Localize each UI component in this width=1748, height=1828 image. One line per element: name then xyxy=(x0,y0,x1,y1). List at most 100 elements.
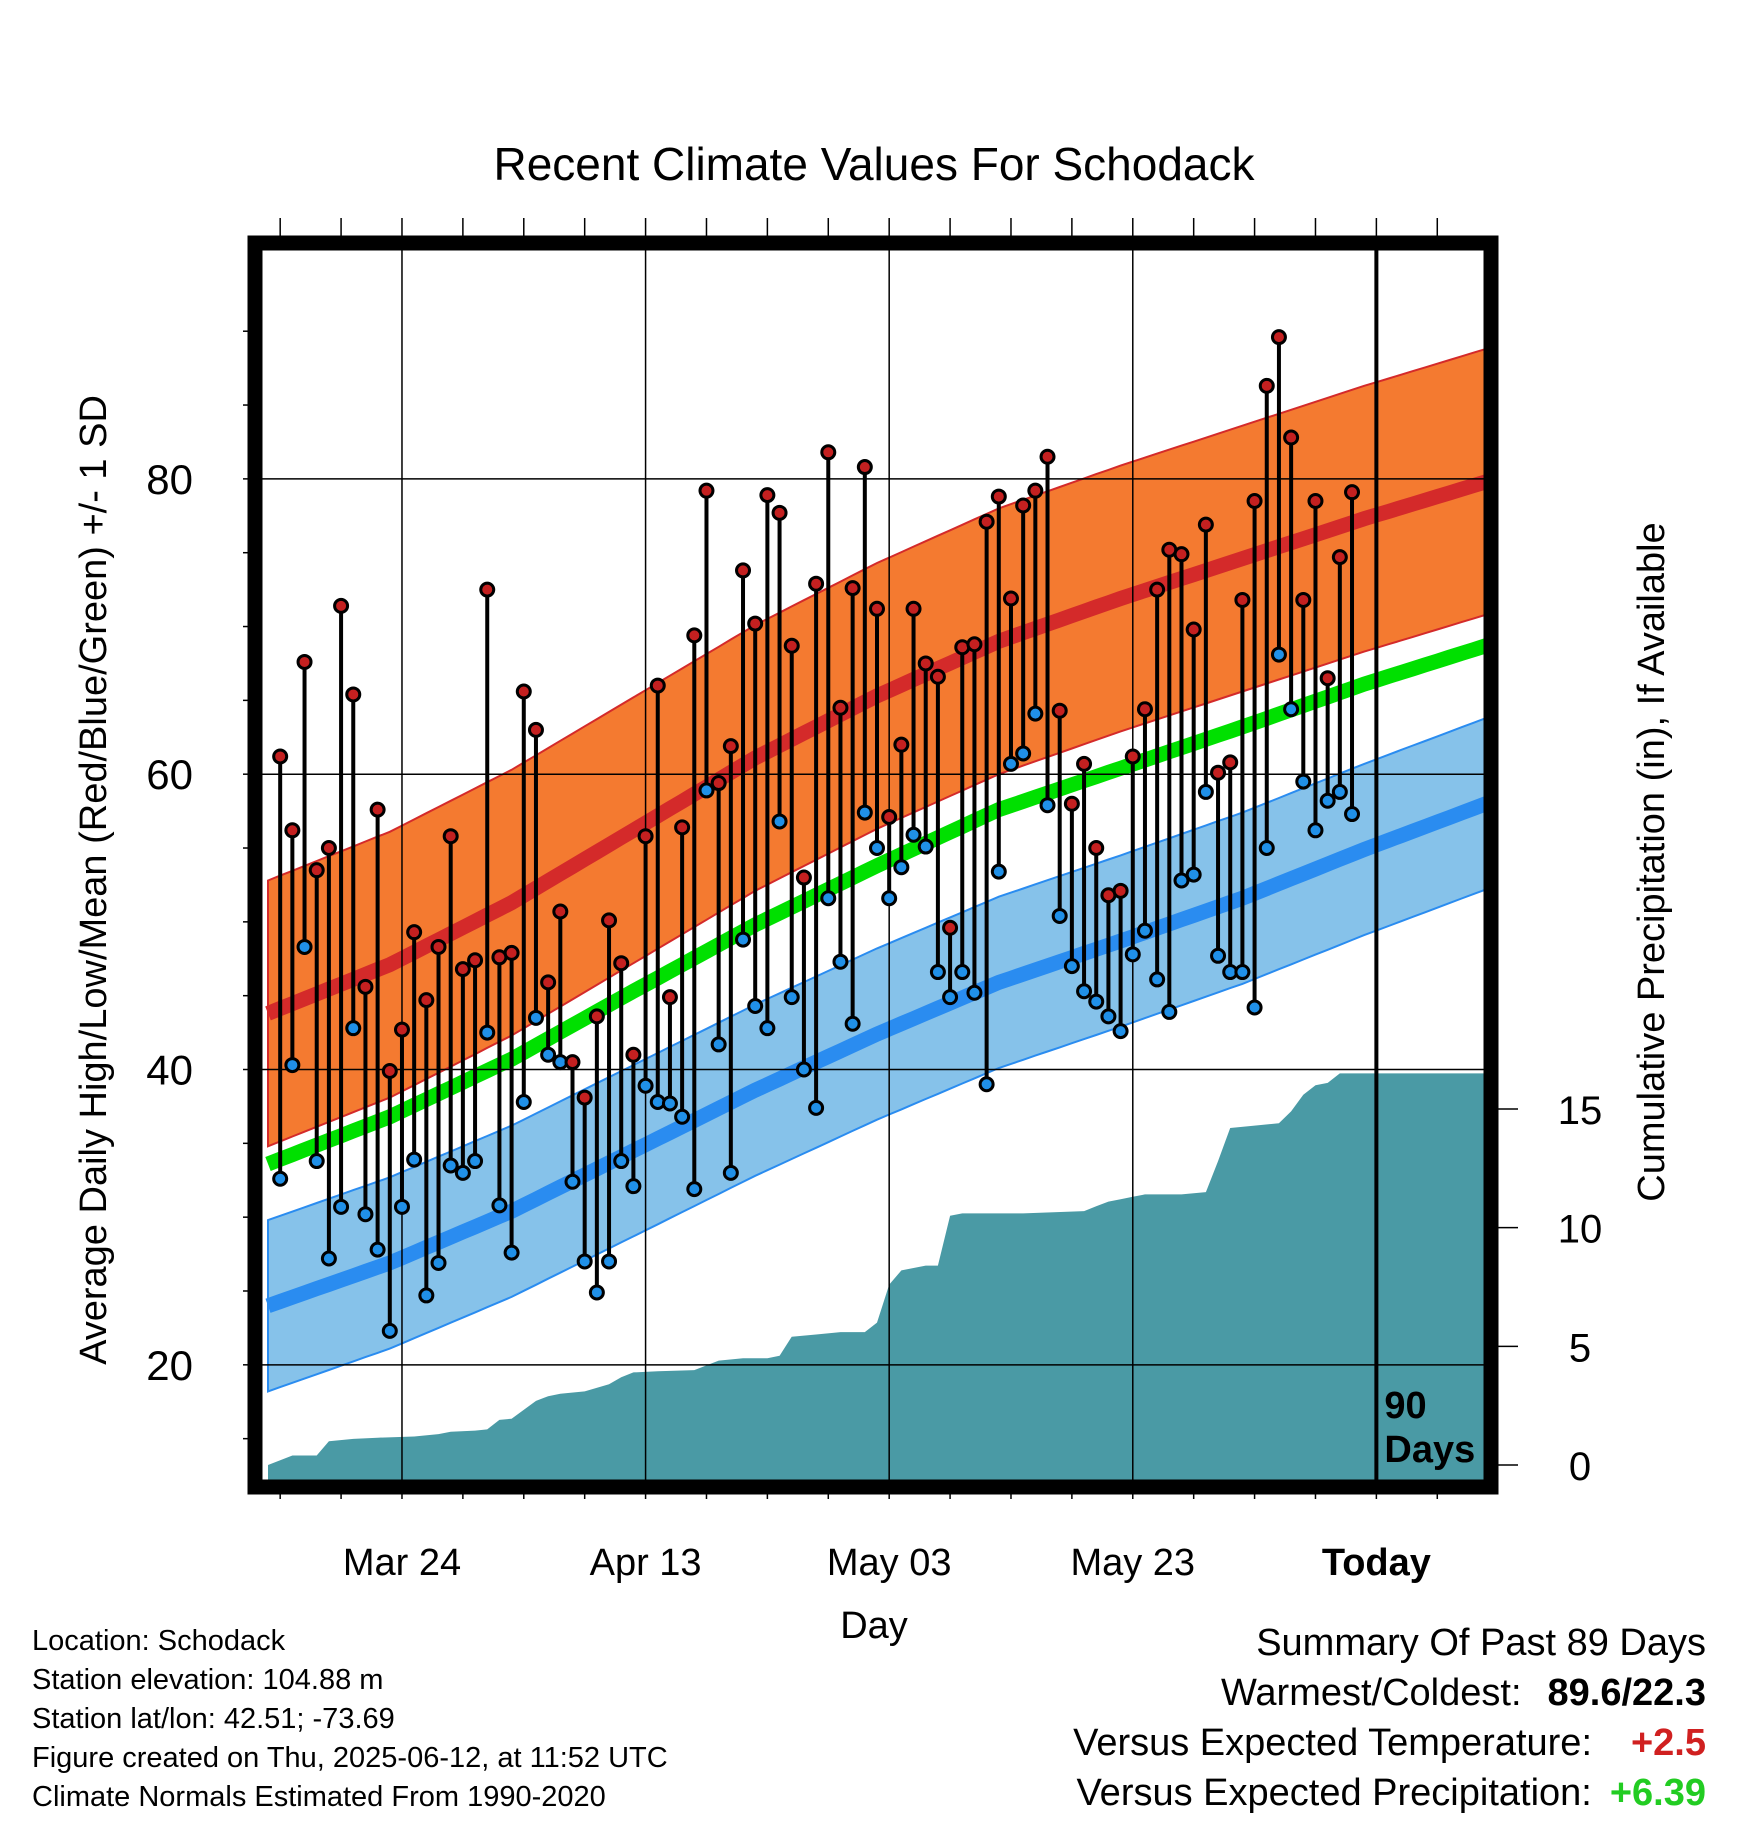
daily-high-point xyxy=(430,938,447,955)
precip-area xyxy=(268,1073,1484,1480)
daily-high-point xyxy=(406,924,423,941)
daily-low-point xyxy=(1258,840,1275,857)
temp-anomaly-row: Versus Expected Temperature: +2.5 xyxy=(1073,1718,1706,1768)
daily-low-point xyxy=(1234,964,1251,981)
daily-high-point xyxy=(333,597,350,614)
daily-low-point xyxy=(1136,922,1153,939)
daily-low-point xyxy=(674,1108,691,1125)
daily-high-point xyxy=(722,738,739,755)
daily-high-point xyxy=(601,912,618,929)
y2-tick-label: 15 xyxy=(1558,1089,1603,1133)
daily-high-point xyxy=(698,482,715,499)
daily-high-point xyxy=(454,961,471,978)
daily-low-point xyxy=(333,1198,350,1215)
daily-low-point xyxy=(454,1164,471,1181)
daily-high-point xyxy=(1063,795,1080,812)
daily-low-point xyxy=(1319,792,1336,809)
daily-high-point xyxy=(381,1062,398,1079)
daily-high-point xyxy=(1185,621,1202,638)
daily-high-point xyxy=(869,600,885,617)
daily-low-point xyxy=(661,1095,678,1112)
daily-low-point xyxy=(966,984,983,1001)
daily-low-point xyxy=(1039,797,1056,814)
daily-low-point xyxy=(686,1181,703,1198)
daily-low-point xyxy=(1173,872,1190,889)
daily-high-point xyxy=(1246,493,1263,510)
daily-high-point xyxy=(1270,329,1287,346)
daily-low-point xyxy=(613,1153,630,1170)
daily-low-point xyxy=(795,1061,812,1078)
daily-high-point xyxy=(1149,581,1166,598)
daily-high-point xyxy=(1173,546,1190,563)
daily-high-point xyxy=(929,668,946,685)
daily-low-point xyxy=(929,964,946,981)
summary-panel: Summary Of Past 89 Days Warmest/Coldest:… xyxy=(1073,1618,1706,1818)
daily-low-point xyxy=(442,1157,459,1174)
daily-low-point xyxy=(357,1206,374,1223)
daily-high-point xyxy=(1307,493,1324,510)
daily-high-point xyxy=(686,627,703,644)
daily-high-point xyxy=(369,801,386,818)
daily-low-point xyxy=(393,1198,410,1215)
daily-low-point xyxy=(1161,1003,1178,1020)
x-tick-label: Today xyxy=(1322,1542,1431,1584)
daily-low-point xyxy=(808,1099,825,1116)
daily-high-point xyxy=(393,1021,410,1038)
low-normal-line xyxy=(265,796,1484,1313)
daily-high-point xyxy=(917,655,934,672)
daily-low-point xyxy=(942,989,959,1006)
daily-high-point xyxy=(1088,840,1105,857)
daily-low-point xyxy=(430,1254,447,1271)
daily-low-point xyxy=(917,838,934,855)
daily-high-point xyxy=(1112,882,1129,899)
daily-high-point xyxy=(320,840,337,857)
daily-low-point xyxy=(905,826,922,843)
precip-anomaly-label: Versus Expected Precipitation: xyxy=(1076,1772,1592,1814)
daily-high-point xyxy=(588,1008,605,1025)
daily-low-point xyxy=(467,1153,484,1170)
daily-high-point xyxy=(613,955,630,972)
daily-low-point xyxy=(771,813,788,830)
daily-low-point xyxy=(576,1253,593,1270)
summary-title: Summary Of Past 89 Days xyxy=(1256,1622,1706,1664)
daily-high-point xyxy=(1124,748,1141,765)
daily-low-point xyxy=(1331,783,1348,800)
daily-high-point xyxy=(795,869,812,886)
daily-low-point xyxy=(722,1164,739,1181)
daily-high-point xyxy=(552,903,569,920)
daily-high-point xyxy=(893,736,910,753)
daily-high-point xyxy=(564,1054,581,1071)
daily-low-point xyxy=(320,1250,337,1267)
daily-low-point xyxy=(418,1287,435,1304)
y-tick-label: 80 xyxy=(146,456,193,503)
daily-high-point xyxy=(1210,764,1227,781)
daily-low-point xyxy=(479,1024,496,1041)
daily-high-point xyxy=(442,828,459,845)
daily-high-point xyxy=(503,944,520,961)
y-tick-label: 60 xyxy=(146,751,193,798)
y-axis-label: Average Daily High/Low/Mean (Red/Blue/Gr… xyxy=(73,395,115,1365)
daily-high-point xyxy=(308,862,325,879)
daily-low-point xyxy=(1002,755,1019,772)
daily-high-point xyxy=(881,809,898,826)
daily-low-point xyxy=(735,931,752,948)
daily-high-point xyxy=(576,1089,593,1106)
daily-high-point xyxy=(345,686,362,703)
daily-low-point xyxy=(588,1284,605,1301)
today-marker-label: Days xyxy=(1384,1429,1475,1471)
daily-low-point xyxy=(637,1077,654,1094)
x-tick-label: Mar 24 xyxy=(343,1542,461,1584)
latlon-text: Station lat/lon: 42.51; -73.69 xyxy=(32,1703,395,1735)
daily-low-point xyxy=(1015,745,1032,762)
daily-low-point xyxy=(783,989,800,1006)
daily-high-point xyxy=(1234,591,1251,608)
daily-low-point xyxy=(820,890,837,907)
x-tick-label: Apr 13 xyxy=(590,1542,702,1584)
chart-title: Recent Climate Values For Schodack xyxy=(493,138,1255,190)
daily-high-point xyxy=(467,952,484,969)
daily-high-point xyxy=(783,637,800,654)
precip-anomaly-value: +6.39 xyxy=(1609,1772,1706,1814)
daily-low-point xyxy=(308,1153,325,1170)
daily-high-point xyxy=(1344,484,1361,501)
